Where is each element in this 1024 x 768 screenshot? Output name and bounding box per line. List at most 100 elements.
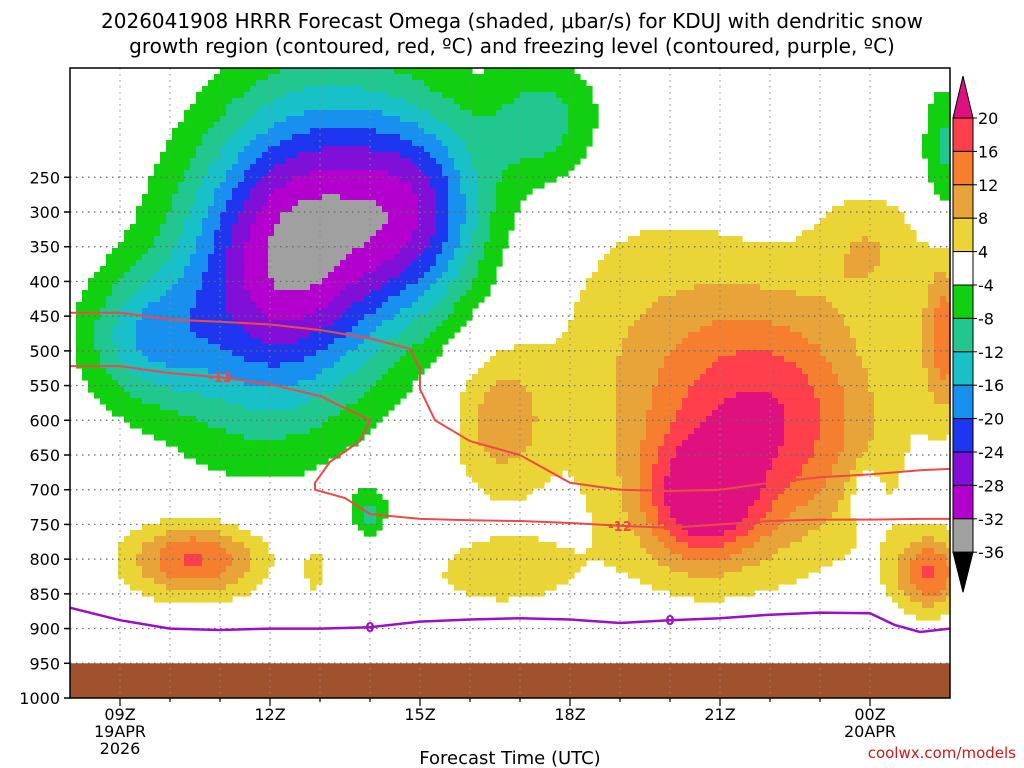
omega-cell — [154, 398, 161, 405]
omega-cell — [514, 344, 521, 351]
omega-cell — [352, 116, 359, 123]
omega-cell — [352, 128, 359, 135]
omega-cell — [178, 284, 185, 291]
omega-cell — [196, 92, 203, 99]
omega-cell — [580, 140, 587, 147]
omega-cell — [334, 194, 341, 201]
omega-cell — [136, 224, 143, 231]
omega-cell — [316, 134, 323, 141]
omega-cell — [262, 284, 269, 291]
omega-cell — [418, 278, 425, 285]
omega-cell — [376, 284, 383, 291]
omega-cell — [214, 404, 221, 411]
omega-cell — [502, 560, 509, 567]
omega-cell — [196, 596, 203, 603]
omega-cell — [454, 182, 461, 189]
omega-cell — [478, 140, 485, 147]
omega-cell — [238, 362, 245, 369]
omega-cell — [286, 248, 293, 255]
omega-cell — [286, 86, 293, 93]
omega-cell — [328, 242, 335, 249]
omega-cell — [406, 152, 413, 159]
omega-cell — [208, 542, 215, 549]
omega-cell — [502, 182, 509, 189]
omega-cell — [328, 284, 335, 291]
omega-cell — [160, 290, 167, 297]
omega-cell — [550, 164, 557, 171]
omega-cell — [262, 116, 269, 123]
omega-cell — [208, 254, 215, 261]
omega-cell — [472, 554, 479, 561]
omega-cell — [286, 458, 293, 465]
omega-cell — [328, 446, 335, 453]
omega-cell — [466, 284, 473, 291]
omega-cell — [376, 92, 383, 99]
omega-cell — [292, 410, 299, 417]
omega-cell — [358, 218, 365, 225]
omega-cell — [178, 152, 185, 159]
omega-cell — [484, 446, 491, 453]
omega-cell — [364, 302, 371, 309]
omega-cell — [112, 278, 119, 285]
omega-cell — [250, 410, 257, 417]
omega-cell — [424, 266, 431, 273]
omega-cell — [376, 212, 383, 219]
omega-cell — [226, 296, 233, 303]
omega-cell — [316, 164, 323, 171]
omega-cell — [124, 278, 131, 285]
omega-cell — [328, 392, 335, 399]
omega-cell — [442, 74, 449, 81]
omega-cell — [286, 110, 293, 117]
omega-cell — [526, 164, 533, 171]
omega-cell — [130, 314, 137, 321]
omega-cell — [178, 518, 185, 525]
omega-cell — [532, 542, 539, 549]
omega-cell — [292, 80, 299, 87]
omega-cell — [160, 182, 167, 189]
omega-cell — [154, 386, 161, 393]
omega-cell — [532, 476, 539, 483]
omega-cell — [334, 98, 341, 105]
omega-cell — [238, 284, 245, 291]
omega-cell — [118, 542, 125, 549]
omega-cell — [298, 368, 305, 375]
omega-cell — [382, 410, 389, 417]
omega-cell — [178, 416, 185, 423]
omega-cell — [520, 356, 527, 363]
omega-cell — [304, 134, 311, 141]
omega-cell — [190, 542, 197, 549]
omega-cell — [196, 266, 203, 273]
omega-cell — [340, 398, 347, 405]
omega-cell — [538, 560, 545, 567]
omega-cell — [358, 170, 365, 177]
omega-cell — [328, 92, 335, 99]
omega-cell — [370, 356, 377, 363]
omega-cell — [472, 398, 479, 405]
omega-cell — [502, 572, 509, 579]
omega-cell — [418, 338, 425, 345]
omega-cell — [412, 98, 419, 105]
omega-cell — [172, 206, 179, 213]
omega-cell — [220, 146, 227, 153]
omega-cell — [226, 590, 233, 597]
omega-cell — [460, 122, 467, 129]
omega-cell — [190, 218, 197, 225]
omega-cell — [502, 170, 509, 177]
omega-cell — [448, 92, 455, 99]
omega-cell — [520, 92, 527, 99]
omega-cell — [94, 344, 101, 351]
omega-cell — [340, 278, 347, 285]
omega-cell — [292, 284, 299, 291]
omega-cell — [346, 386, 353, 393]
omega-cell — [286, 104, 293, 111]
omega-cell — [196, 152, 203, 159]
omega-cell — [190, 206, 197, 213]
omega-cell — [328, 314, 335, 321]
omega-cell — [142, 212, 149, 219]
omega-cell — [196, 374, 203, 381]
omega-cell — [316, 68, 323, 75]
omega-cell — [238, 338, 245, 345]
omega-cell — [334, 416, 341, 423]
omega-cell — [274, 98, 281, 105]
omega-cell — [346, 122, 353, 129]
